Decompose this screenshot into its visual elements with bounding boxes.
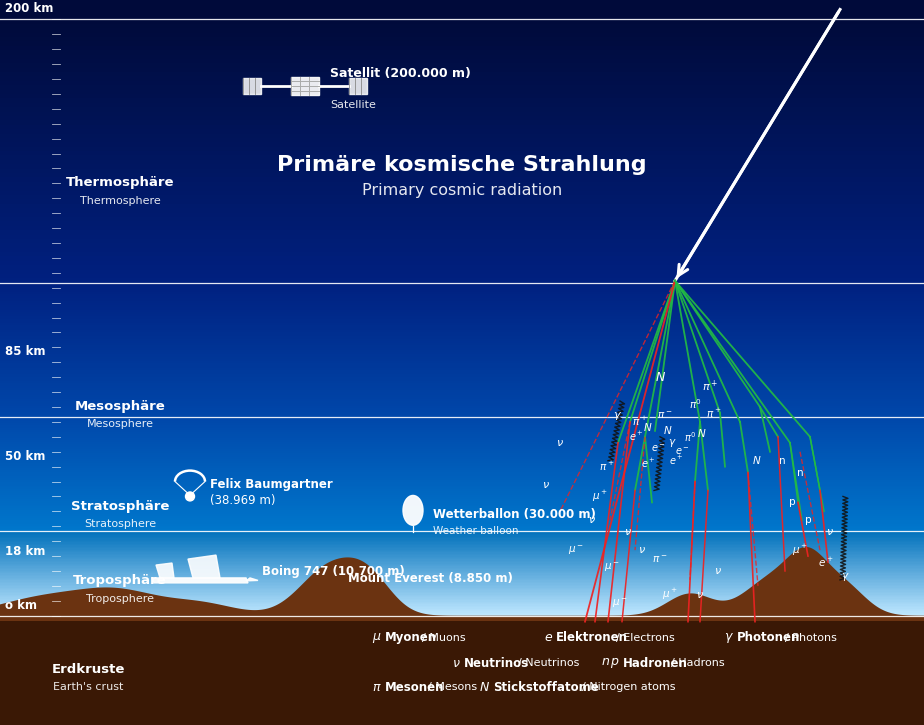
Text: $\nu$: $\nu$ [588, 515, 596, 526]
Text: $\nu$: $\nu$ [556, 438, 564, 448]
Text: $\mu^-$: $\mu^-$ [612, 597, 628, 610]
Text: $\gamma$: $\gamma$ [841, 571, 849, 583]
Text: $e^+$: $e^+$ [628, 430, 643, 444]
Text: Troposphere: Troposphere [86, 594, 154, 604]
Text: $\pi^+$: $\pi^+$ [706, 407, 722, 420]
Polygon shape [188, 555, 220, 578]
Text: / Mesons: / Mesons [428, 682, 477, 692]
Text: $N$: $N$ [479, 681, 490, 694]
Text: $\mu^+$: $\mu^+$ [662, 587, 678, 602]
Polygon shape [152, 578, 248, 583]
Text: $\gamma$: $\gamma$ [724, 631, 734, 645]
Text: $\mu^-$: $\mu^-$ [568, 544, 584, 557]
Text: Boing 747 (10.700 m): Boing 747 (10.700 m) [262, 565, 405, 578]
Text: Erdkruste: Erdkruste [52, 663, 125, 676]
Text: $\pi^-$: $\pi^-$ [657, 410, 673, 421]
Text: 50 km: 50 km [5, 450, 45, 463]
Text: Thermosphäre: Thermosphäre [66, 176, 175, 189]
Text: Hadronen: Hadronen [623, 657, 687, 670]
Text: 85 km: 85 km [5, 345, 45, 358]
Text: $\nu$: $\nu$ [826, 527, 834, 537]
Text: $e$: $e$ [544, 631, 553, 644]
Text: $\pi^-$: $\pi^-$ [652, 554, 668, 565]
Text: Satellite: Satellite [330, 100, 376, 110]
Text: Troposphäre: Troposphäre [73, 574, 167, 587]
Text: Felix Baumgartner: Felix Baumgartner [210, 478, 333, 492]
Bar [349, 78, 367, 94]
Text: / Hadrons: / Hadrons [672, 658, 725, 668]
Text: $\mu^+$: $\mu^+$ [792, 542, 808, 558]
Text: $\pi^0$: $\pi^0$ [684, 430, 696, 444]
Text: N: N [753, 455, 760, 465]
Text: $\pi$: $\pi$ [372, 681, 382, 694]
Text: $\nu$: $\nu$ [624, 527, 632, 537]
Text: $e^+$: $e^+$ [818, 555, 833, 568]
Text: p: p [789, 497, 796, 507]
Text: 18 km: 18 km [5, 545, 45, 558]
Text: Primary cosmic radiation: Primary cosmic radiation [362, 183, 562, 198]
Text: Earth's crust: Earth's crust [53, 682, 123, 692]
Text: $\mu^+$: $\mu^+$ [592, 489, 608, 504]
Text: Primäre kosmische Strahlung: Primäre kosmische Strahlung [277, 154, 647, 175]
Text: $\nu$: $\nu$ [542, 479, 550, 489]
Circle shape [186, 492, 194, 501]
Text: $e^-$: $e^-$ [650, 443, 665, 455]
Text: $\gamma$: $\gamma$ [614, 410, 623, 422]
Text: Mesosphäre: Mesosphäre [75, 400, 165, 413]
Text: / Electrons: / Electrons [616, 632, 675, 642]
Text: Stratosphere: Stratosphere [84, 519, 156, 529]
Text: n: n [796, 468, 803, 478]
Text: / Muons: / Muons [421, 632, 466, 642]
Ellipse shape [403, 495, 423, 525]
Text: Mesosphere: Mesosphere [87, 419, 153, 429]
Bar [291, 77, 319, 95]
Text: $e^+$: $e^+$ [669, 454, 684, 467]
Text: Mesonen: Mesonen [385, 681, 444, 694]
Text: 200 km: 200 km [5, 2, 54, 15]
Text: $\pi^0$: $\pi^0$ [688, 397, 701, 411]
Text: $e^+$: $e^+$ [640, 457, 655, 471]
Text: $\nu$: $\nu$ [714, 566, 722, 576]
Text: Photonen: Photonen [737, 631, 800, 644]
Text: N: N [664, 426, 672, 436]
Text: Stickstoffatome: Stickstoffatome [493, 681, 599, 694]
Text: / Nitrogen atoms: / Nitrogen atoms [582, 682, 675, 692]
Text: (38.969 m): (38.969 m) [210, 494, 275, 508]
Text: Myonen: Myonen [385, 631, 437, 644]
Text: Satellit (200.000 m): Satellit (200.000 m) [330, 67, 471, 80]
Text: Stratosphäre: Stratosphäre [71, 500, 169, 513]
Text: o km: o km [5, 599, 37, 612]
Text: $\mu$: $\mu$ [372, 631, 382, 645]
Polygon shape [156, 563, 174, 578]
Text: N: N [699, 428, 706, 439]
Text: n: n [779, 455, 785, 465]
Text: $\pi^+$: $\pi^+$ [600, 460, 614, 473]
Text: $\mu^-$: $\mu^-$ [604, 561, 620, 574]
Text: $\gamma$: $\gamma$ [668, 436, 676, 449]
Text: $\nu$: $\nu$ [696, 590, 704, 600]
Text: $\nu$: $\nu$ [638, 545, 646, 555]
Text: Wetterballon (30.000 m): Wetterballon (30.000 m) [433, 508, 596, 521]
Text: N: N [644, 423, 651, 433]
Text: / Neutrinos: / Neutrinos [518, 658, 579, 668]
Text: p: p [805, 515, 811, 526]
Bar [243, 78, 261, 94]
Text: N: N [655, 370, 664, 384]
Text: $\pi^+$: $\pi^+$ [632, 415, 648, 428]
Text: / Photons: / Photons [785, 632, 837, 642]
Text: Mount Everest (8.850 m): Mount Everest (8.850 m) [348, 572, 513, 585]
Text: Thermosphere: Thermosphere [79, 196, 161, 206]
Text: $n\,p$: $n\,p$ [601, 656, 620, 671]
Text: $\pi^+$: $\pi^+$ [702, 378, 718, 394]
Text: Neutrinos: Neutrinos [464, 657, 529, 670]
Text: $\nu$: $\nu$ [453, 657, 461, 670]
Text: Weather balloon: Weather balloon [433, 526, 518, 536]
Text: $e^-$: $e^-$ [675, 446, 689, 457]
Polygon shape [246, 578, 258, 581]
Text: Elektronen: Elektronen [556, 631, 628, 644]
